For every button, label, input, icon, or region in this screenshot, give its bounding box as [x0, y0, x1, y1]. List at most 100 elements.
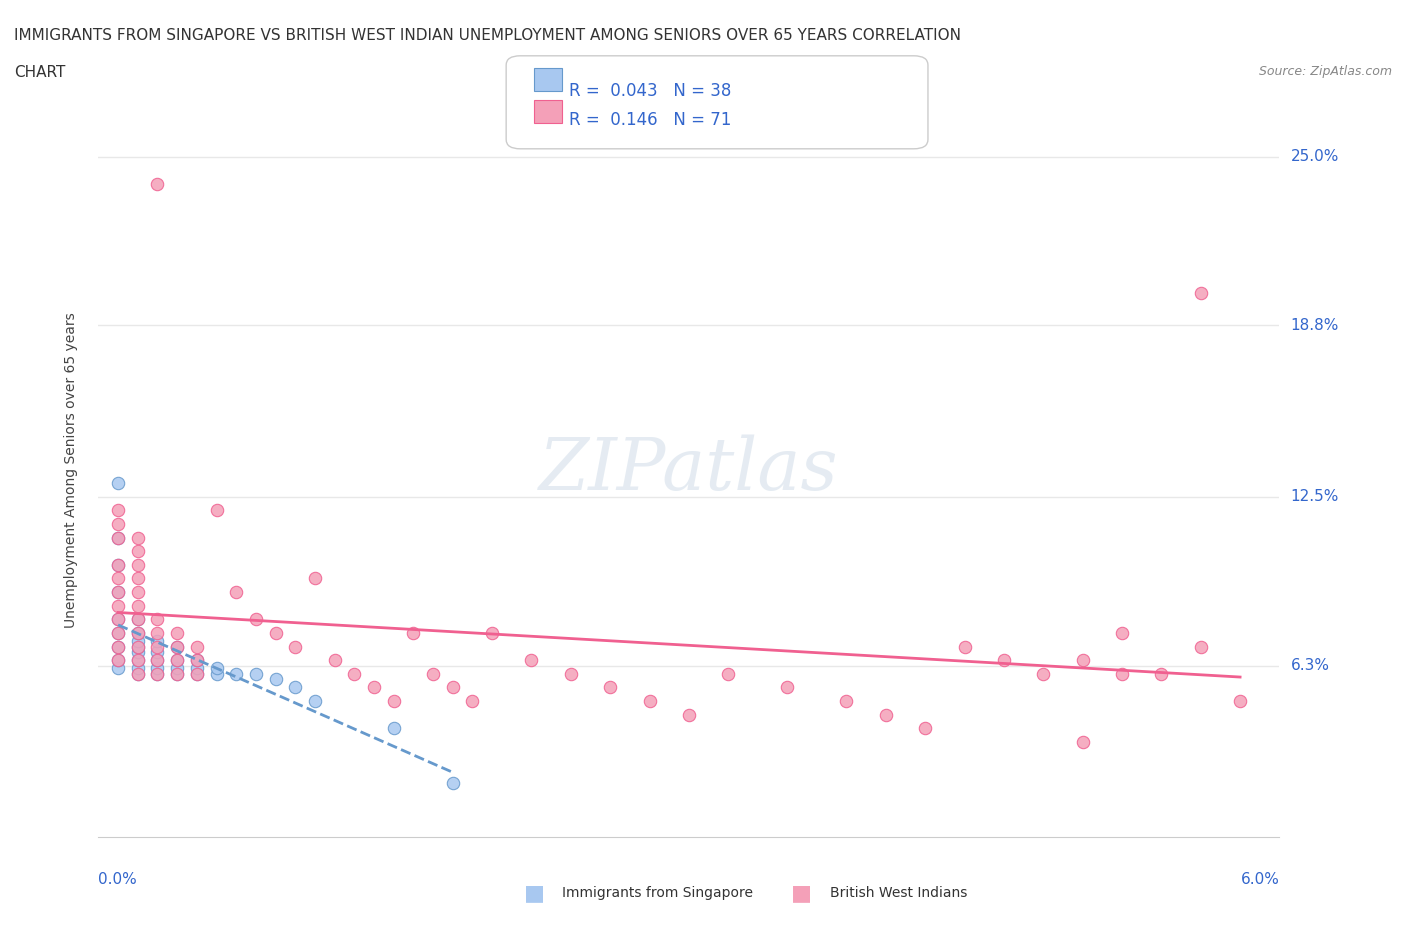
Point [1229, 694, 1251, 709]
Text: 25.0%: 25.0% [1291, 149, 1339, 165]
Point [107, 661, 129, 676]
Point [127, 626, 149, 641]
Point [441, 775, 464, 790]
Point [127, 639, 149, 654]
Point [127, 633, 149, 648]
Text: British West Indians: British West Indians [830, 885, 967, 900]
Point [107, 639, 129, 654]
Point [953, 639, 976, 654]
Point [1189, 286, 1212, 300]
Point [127, 598, 149, 613]
Point [166, 661, 188, 676]
Text: 12.5%: 12.5% [1291, 489, 1339, 504]
Point [264, 671, 287, 686]
Point [1071, 735, 1094, 750]
Point [1071, 653, 1094, 668]
Text: Immigrants from Singapore: Immigrants from Singapore [562, 885, 754, 900]
Point [186, 653, 208, 668]
Point [186, 639, 208, 654]
Point [107, 530, 129, 545]
Point [304, 571, 326, 586]
Point [146, 653, 169, 668]
Point [422, 666, 444, 681]
Point [166, 653, 188, 668]
Point [1111, 666, 1133, 681]
Point [107, 557, 129, 572]
Point [304, 694, 326, 709]
Point [560, 666, 582, 681]
Point [127, 626, 149, 641]
Point [146, 666, 169, 681]
Point [146, 653, 169, 668]
Point [166, 626, 188, 641]
Text: 6.3%: 6.3% [1291, 658, 1330, 673]
Point [127, 644, 149, 659]
Point [107, 626, 129, 641]
Point [146, 661, 169, 676]
Point [107, 612, 129, 627]
Point [107, 598, 129, 613]
Point [146, 612, 169, 627]
Point [127, 661, 149, 676]
Text: Source: ZipAtlas.com: Source: ZipAtlas.com [1258, 65, 1392, 78]
Text: R =  0.043   N = 38: R = 0.043 N = 38 [569, 82, 731, 100]
Point [343, 666, 366, 681]
Point [186, 666, 208, 681]
Point [1032, 666, 1054, 681]
Point [127, 612, 149, 627]
Point [166, 653, 188, 668]
Text: 18.8%: 18.8% [1291, 318, 1339, 333]
Point [107, 503, 129, 518]
Point [481, 626, 503, 641]
Point [146, 626, 169, 641]
Text: 0.0%: 0.0% [98, 871, 138, 886]
Point [638, 694, 661, 709]
Point [599, 680, 621, 695]
Point [127, 653, 149, 668]
Point [382, 694, 405, 709]
Point [993, 653, 1015, 668]
Point [166, 666, 188, 681]
Text: 6.0%: 6.0% [1240, 871, 1279, 886]
Point [520, 653, 543, 668]
Point [166, 639, 188, 654]
Point [205, 503, 228, 518]
Point [875, 707, 897, 722]
Point [107, 585, 129, 600]
Point [146, 644, 169, 659]
Point [382, 721, 405, 736]
Point [107, 557, 129, 572]
Text: ■: ■ [524, 883, 544, 903]
Point [127, 544, 149, 559]
Point [146, 666, 169, 681]
Point [205, 661, 228, 676]
Point [323, 653, 346, 668]
Text: ■: ■ [792, 883, 811, 903]
Point [284, 639, 307, 654]
Point [166, 639, 188, 654]
Text: R =  0.146   N = 71: R = 0.146 N = 71 [569, 111, 731, 128]
Point [107, 476, 129, 491]
Point [107, 626, 129, 641]
Point [107, 612, 129, 627]
Text: ZIPatlas: ZIPatlas [538, 434, 839, 505]
Point [166, 666, 188, 681]
Point [146, 639, 169, 654]
Point [678, 707, 700, 722]
Point [225, 666, 247, 681]
Point [835, 694, 858, 709]
Point [363, 680, 385, 695]
Text: CHART: CHART [14, 65, 66, 80]
Point [107, 653, 129, 668]
Point [776, 680, 799, 695]
Point [107, 530, 129, 545]
Point [107, 585, 129, 600]
Point [186, 666, 208, 681]
Point [225, 585, 247, 600]
Point [127, 639, 149, 654]
Point [127, 571, 149, 586]
Point [107, 653, 129, 668]
Point [1111, 626, 1133, 641]
Point [127, 653, 149, 668]
Point [245, 612, 267, 627]
